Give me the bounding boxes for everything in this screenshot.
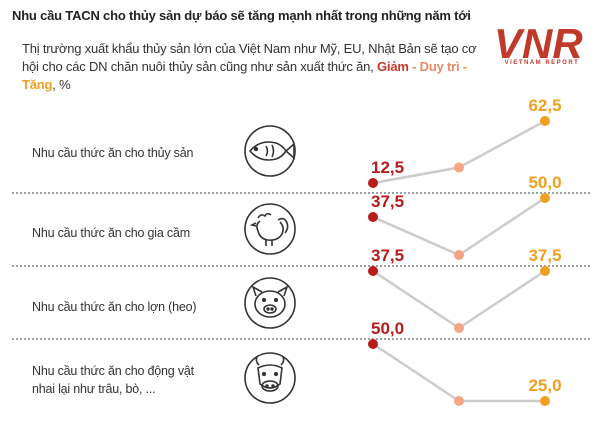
data-label: 37,5 [371,246,404,265]
data-point [540,193,550,203]
data-label: 62,5 [528,96,561,115]
legend-decrease: Giảm [377,59,409,74]
row-divider [12,265,590,267]
logo-mark: VNR [494,20,583,67]
data-label: 50,0 [528,173,561,192]
legend-increase: Tăng [22,77,53,92]
data-point [454,323,464,333]
data-point [540,116,550,126]
vnr-logo: VNR [494,20,583,67]
subtitle-text: Thị trường xuất khẩu thủy sản lớn của Vi… [22,41,477,74]
cow-icon [244,352,296,404]
row-label-poultry: Nhu cầu thức ăn cho gia cầm [32,226,190,240]
data-point [454,250,464,260]
series-line [372,342,545,403]
legend-sep-1: - [408,59,420,74]
rooster-icon [244,203,296,255]
row-label-pig: Nhu cầu thức ăn cho lợn (heo) [32,300,197,314]
row-divider [12,192,590,194]
data-point [454,162,464,173]
fish-icon [244,125,296,177]
row-label-fish: Nhu cầu thức ăn cho thủy sản [32,146,194,160]
row-divider [12,338,590,340]
data-point [368,266,378,276]
subtitle-unit: , % [52,77,71,92]
data-point [368,178,378,188]
legend-maintain: Duy trì [419,59,460,74]
data-label: 37,5 [528,246,561,265]
row-label-cattle: Nhu cầu thức ăn cho động vật nhai lại nh… [32,364,194,396]
data-point [368,339,378,349]
data-label: 50,0 [371,319,404,338]
data-point [540,266,550,276]
chart-subtitle: Thị trường xuất khẩu thủy sản lớn của Vi… [22,40,482,94]
data-label: 12,5 [371,158,404,177]
pig-icon [244,277,296,329]
chart-title: Nhu cầu TACN cho thủy sản dự báo sẽ tăng… [12,8,471,23]
data-point [454,396,464,406]
data-label: 25,0 [528,376,561,395]
data-point [540,396,550,406]
data-label: 37,5 [371,192,404,211]
logo-tagline: VIETNAM REPORT [504,60,580,66]
data-point [368,212,378,222]
legend-sep-2: - [459,59,467,74]
